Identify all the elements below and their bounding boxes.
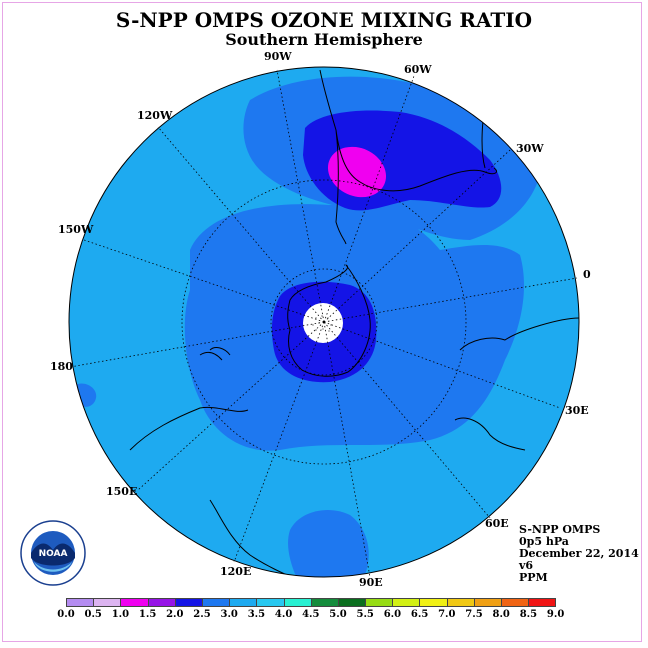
ring-contour-southeast [288,510,369,577]
map-boundary [68,66,580,578]
lon-label-60w: 60W [404,63,432,76]
antarctica-coast [287,264,371,377]
colorbar-swatch [229,598,258,607]
new-zealand-coast [199,347,231,361]
colorbar-tick-label: 3.5 [247,609,266,620]
noaa-logo: NOAA [20,520,86,586]
colorbar-tick-label: 1.0 [111,609,130,620]
colorbar-tick-label: 8.5 [519,609,538,620]
colorbar-swatch [147,598,176,607]
colorbar-tick-label: 9.0 [546,609,565,620]
colorbar-tick-label: 7.5 [465,609,483,620]
lon-label-150e: 150E [106,485,138,498]
lon-label-120e: 120E [220,565,252,578]
africa-coast [454,317,579,451]
colorbar [66,598,557,608]
lon-label-30e: 30E [565,404,589,417]
colorbar-swatch [365,598,394,607]
info-version: v6 [519,559,534,572]
colorbar-tick-label: 3.0 [220,609,238,620]
colorbar-swatch [392,598,421,607]
colorbar-swatch [120,598,149,607]
plot-info: S-NPP OMPS 0p5 hPa December 22, 2014 v6 … [519,524,639,584]
colorbar-tick-label: 1.5 [138,609,157,620]
colorbar-swatch [174,598,203,607]
lon-label-90e: 90E [359,576,383,589]
colorbar-swatch [337,598,367,607]
map-title: S-NPP OMPS OZONE MIXING RATIO [115,8,533,32]
colorbar-swatch [283,598,312,607]
info-instrument: S-NPP OMPS [519,523,601,536]
colorbar-tick-label: 5.5 [356,609,374,620]
colorbar-swatch [419,598,448,607]
colorbar-swatch [528,598,557,607]
lon-label-180: 180 [50,360,73,373]
lon-label-90w: 90W [264,50,292,63]
image-frame [2,2,642,642]
colorbar-tick-label: 6.5 [410,609,429,620]
lon-label-0: 0 [583,268,591,281]
colorbar-swatch [66,598,95,607]
colorbar-tick-label: 6.0 [383,609,402,620]
info-level: 0p5 hPa [519,535,569,548]
colorbar-tick-label: 4.5 [302,609,320,620]
lon-label-30w: 30W [516,142,544,155]
colorbar-swatch [93,598,122,607]
colorbar-tick-label: 2.5 [193,609,211,620]
map-subtitle: Southern Hemisphere [225,30,423,49]
graticule [69,69,578,578]
colorbar-tick-label: 0.0 [57,609,75,620]
info-date: December 22, 2014 [519,547,639,560]
colorbar-swatch [446,598,475,607]
colorbar-tick-label: 7.0 [438,609,456,620]
colorbar-swatch [201,598,231,607]
colorbar-swatch [310,598,339,607]
colorbar-tick-label: 0.5 [84,609,102,620]
colorbar-tick-label: 8.0 [492,609,510,620]
colorbar-swatch [473,598,502,607]
colorbar-tick-label: 5.0 [329,609,347,620]
colorbar-tick-label: 4.0 [274,609,293,620]
colorbar-tick-label: 2.0 [166,609,184,620]
lon-label-120w: 120W [137,109,173,122]
info-units: PPM [519,571,548,584]
colorbar-swatch [256,598,285,607]
colorbar-swatch [501,598,530,607]
lon-label-150w: 150W [58,223,94,236]
lon-label-60e: 60E [485,517,509,530]
svg-text:NOAA: NOAA [39,549,68,559]
